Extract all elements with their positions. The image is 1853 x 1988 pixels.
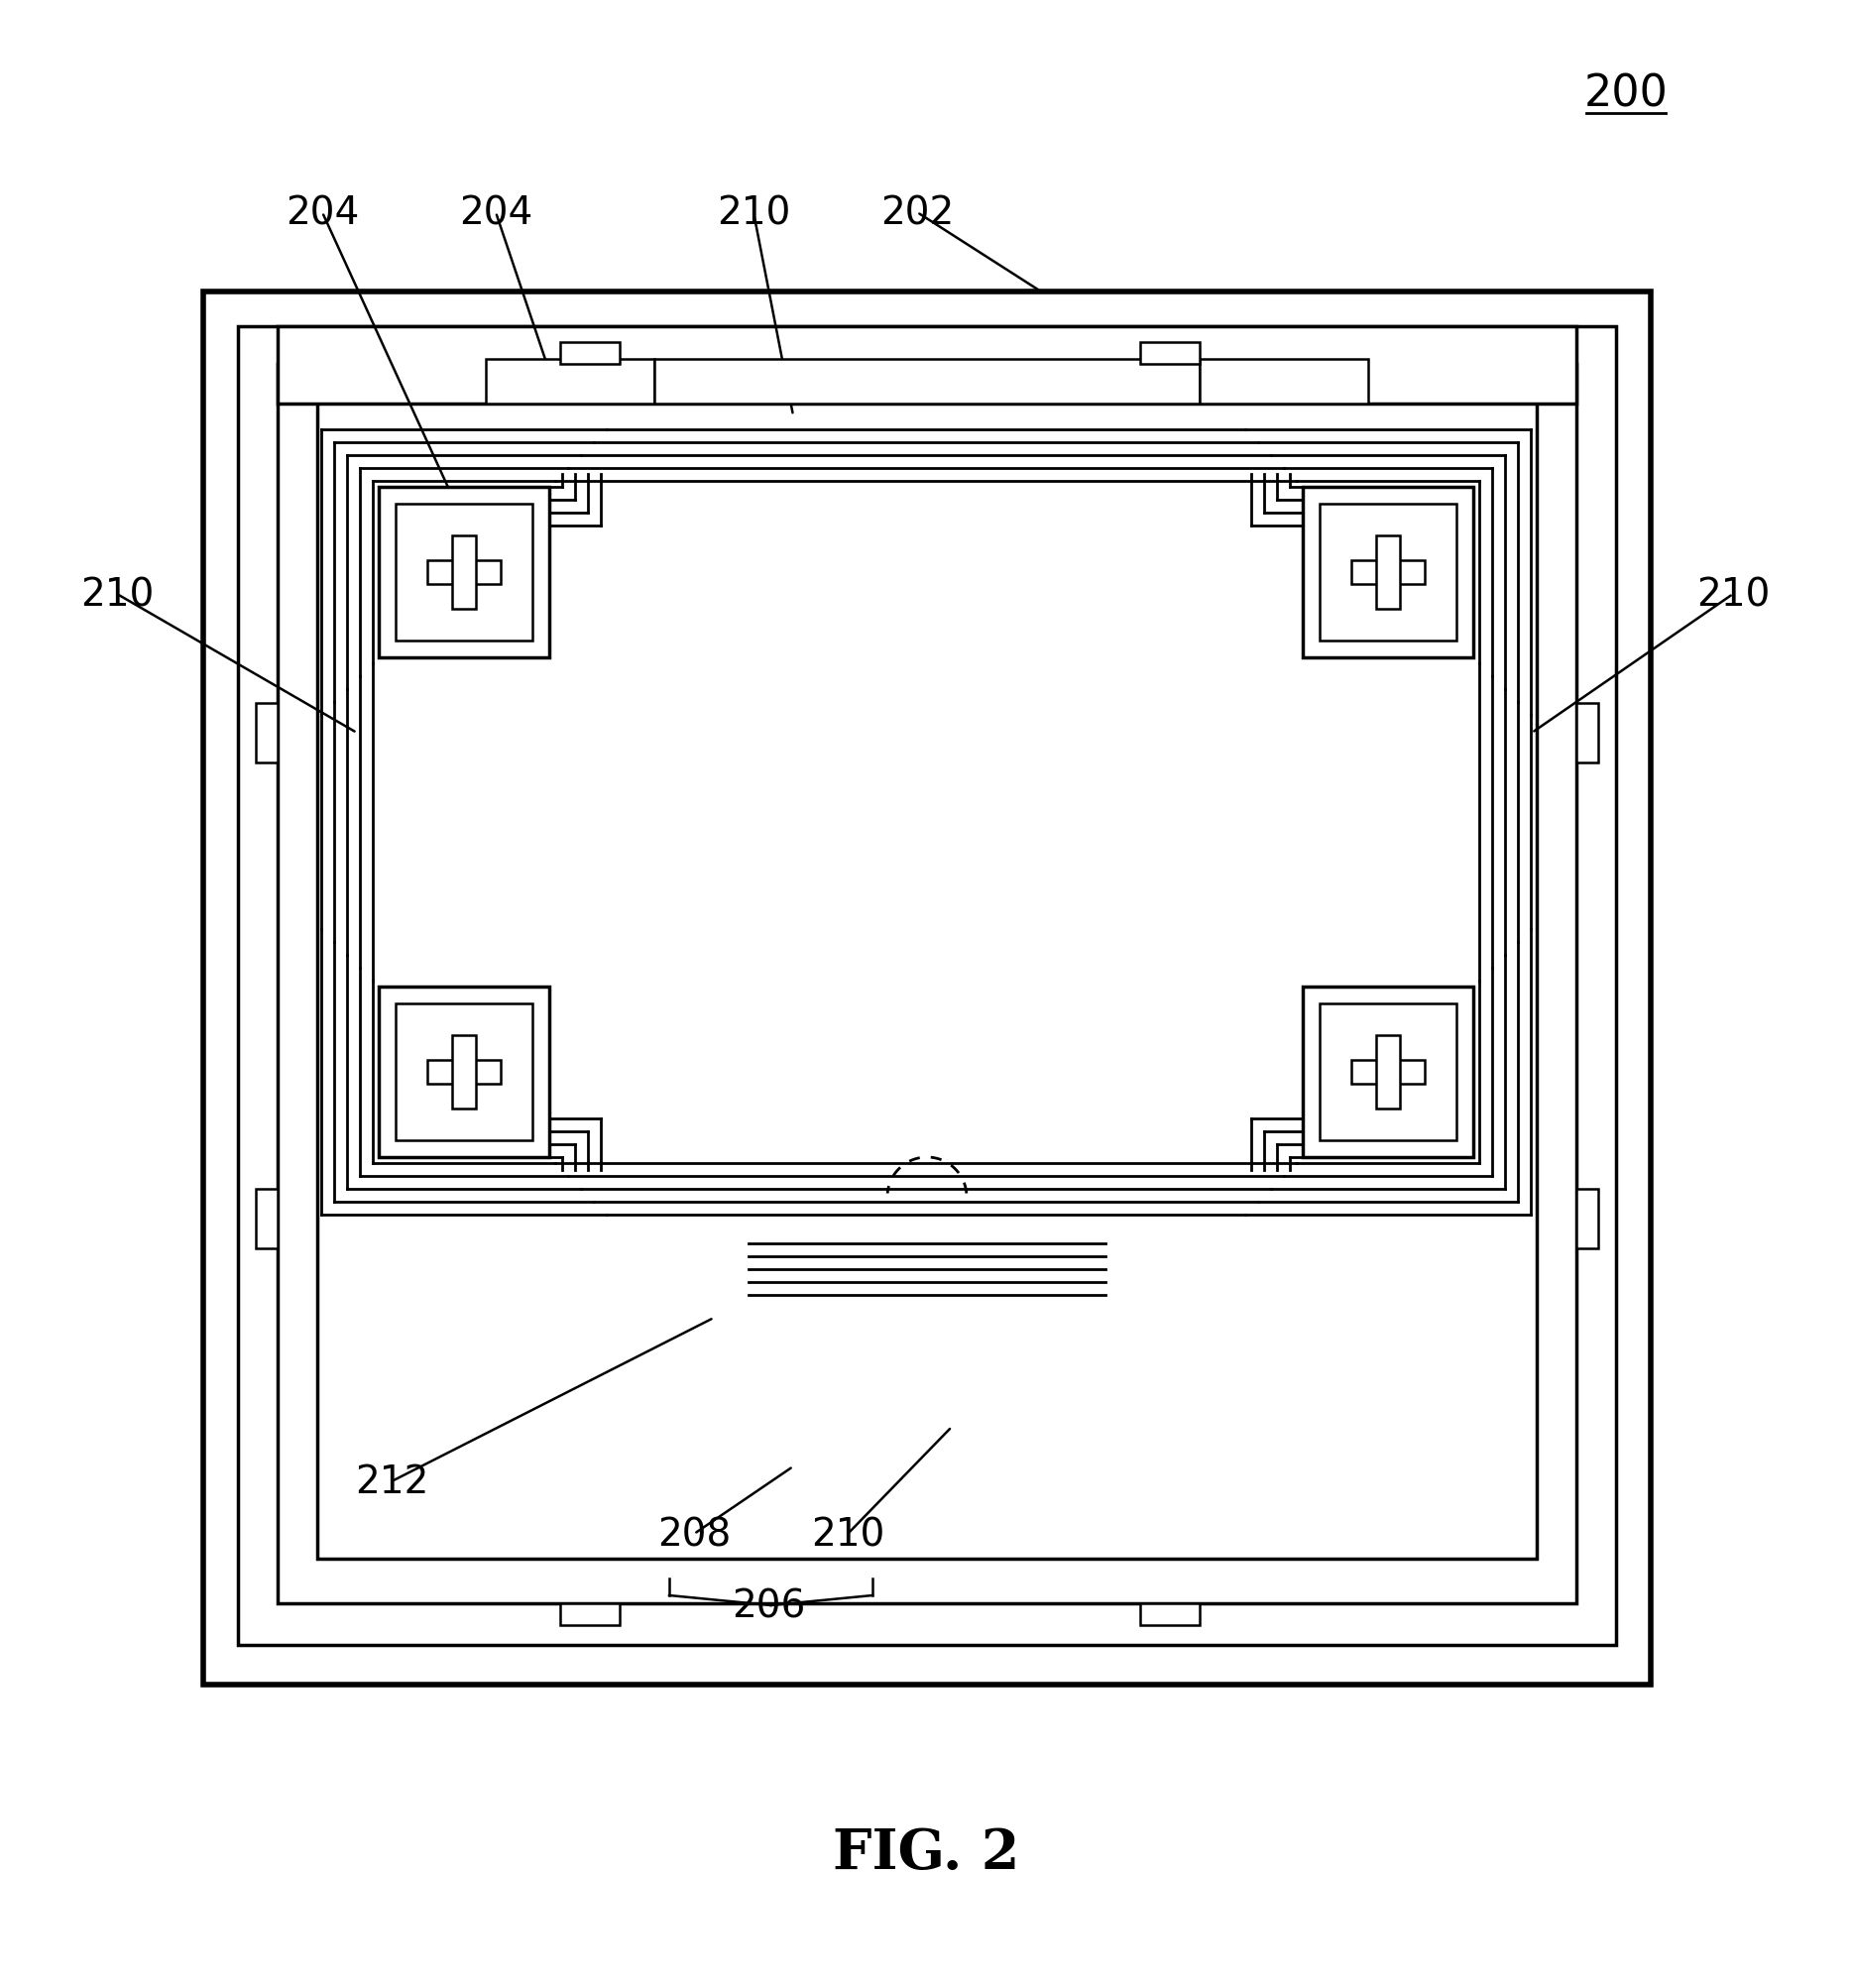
Bar [485, 360, 654, 404]
Text: 208: 208 [658, 1515, 730, 1553]
Text: FIG. 2: FIG. 2 [832, 1825, 1019, 1881]
Bar [278, 328, 1577, 404]
Bar [237, 328, 1616, 1646]
Text: 210: 210 [80, 577, 154, 614]
Bar [1303, 487, 1473, 658]
Text: 210: 210 [1695, 577, 1770, 614]
Bar [560, 1604, 619, 1626]
Bar [204, 292, 1651, 1684]
Bar [1199, 360, 1368, 404]
Text: 212: 212 [354, 1463, 428, 1501]
Bar [428, 561, 500, 584]
Bar [1319, 505, 1456, 642]
Bar [452, 1036, 476, 1109]
Text: 200: 200 [1584, 74, 1668, 115]
Bar [1577, 704, 1597, 763]
Bar [278, 364, 1577, 1604]
Text: 210: 210 [812, 1515, 884, 1553]
Bar [378, 988, 548, 1157]
Text: 204: 204 [460, 195, 532, 233]
Bar [256, 704, 278, 763]
Bar [428, 1060, 500, 1083]
Bar [395, 1004, 532, 1141]
Bar [1140, 342, 1199, 364]
Text: 206: 206 [732, 1586, 806, 1624]
Bar [256, 1189, 278, 1248]
Text: 210: 210 [717, 195, 791, 233]
Text: 204: 204 [285, 195, 359, 233]
Bar [395, 505, 532, 642]
Bar [654, 360, 1199, 404]
Bar [1140, 1604, 1199, 1626]
Bar [1377, 537, 1399, 610]
Bar [1351, 1060, 1425, 1083]
Text: 202: 202 [880, 195, 954, 233]
Bar [1303, 988, 1473, 1157]
Bar [378, 487, 548, 658]
Bar [560, 342, 619, 364]
Bar [1351, 561, 1425, 584]
Bar [452, 537, 476, 610]
Bar [1319, 1004, 1456, 1141]
Bar [1377, 1036, 1399, 1109]
Bar [317, 402, 1536, 1559]
Bar [1577, 1189, 1597, 1248]
